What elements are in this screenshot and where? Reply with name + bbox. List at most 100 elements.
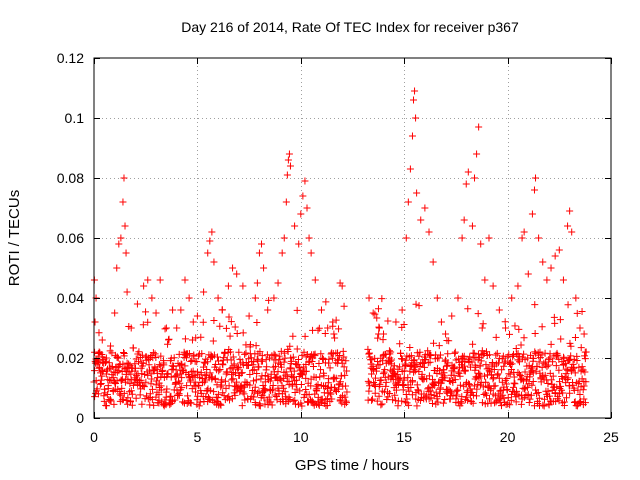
data-point (491, 382, 499, 390)
data-point (271, 391, 279, 399)
data-point (194, 381, 202, 389)
data-point (108, 349, 116, 357)
data-point (455, 369, 463, 377)
data-point (365, 350, 373, 358)
data-point (164, 370, 172, 378)
data-point (319, 354, 327, 362)
data-point (169, 362, 177, 370)
data-point (378, 400, 386, 408)
data-point (406, 165, 414, 173)
data-point (301, 332, 309, 340)
data-point (125, 360, 133, 368)
data-point (229, 375, 237, 383)
data-point (503, 374, 511, 382)
data-point (332, 316, 340, 324)
data-point (513, 387, 521, 395)
data-point (162, 324, 170, 332)
data-point (437, 318, 445, 326)
data-point (176, 370, 184, 378)
data-point (566, 389, 574, 397)
data-point (473, 150, 481, 158)
data-point (544, 379, 552, 387)
data-point (485, 234, 493, 242)
data-point (580, 382, 588, 390)
data-point (312, 374, 320, 382)
data-point (193, 358, 201, 366)
data-point (340, 302, 348, 310)
data-point (102, 357, 110, 365)
data-point (204, 358, 212, 366)
data-point (216, 400, 224, 408)
data-point (214, 394, 222, 402)
data-point (581, 355, 589, 363)
data-point (171, 380, 179, 388)
data-point (253, 369, 261, 377)
data-point (276, 356, 284, 364)
data-point (322, 298, 330, 306)
data-point (341, 400, 349, 408)
data-point (581, 368, 589, 376)
data-point (543, 363, 551, 371)
data-point (157, 373, 165, 381)
data-point (235, 348, 243, 356)
data-point (157, 386, 165, 394)
data-point (283, 171, 291, 179)
data-point (486, 368, 494, 376)
data-point (481, 276, 489, 284)
data-point (293, 306, 301, 314)
data-point (492, 351, 500, 359)
data-point (224, 282, 232, 290)
data-point (374, 305, 382, 313)
data-points (90, 87, 590, 410)
data-point (559, 276, 567, 284)
data-point (185, 349, 193, 357)
data-point (510, 379, 518, 387)
data-point (433, 294, 441, 302)
data-point (109, 374, 117, 382)
data-point (245, 312, 253, 320)
data-point (95, 329, 103, 337)
data-point (444, 359, 452, 367)
data-point (502, 324, 510, 332)
data-point (409, 377, 417, 385)
data-point (399, 386, 407, 394)
data-point (125, 323, 133, 331)
data-point (570, 364, 578, 372)
data-point (231, 391, 239, 399)
data-point (555, 366, 563, 374)
data-point (246, 341, 254, 349)
data-point (556, 316, 564, 324)
data-point (221, 349, 229, 357)
data-point (571, 369, 579, 377)
data-point (307, 249, 315, 257)
data-point (375, 323, 383, 331)
data-point (149, 349, 157, 357)
data-point (94, 349, 102, 357)
data-point (373, 397, 381, 405)
data-point (538, 351, 546, 359)
data-point (214, 353, 222, 361)
data-point (100, 397, 108, 405)
data-point (248, 366, 256, 374)
data-point (148, 294, 156, 302)
data-point (119, 396, 127, 404)
data-point (538, 363, 546, 371)
data-point (185, 294, 193, 302)
data-point (212, 361, 220, 369)
data-point (164, 340, 172, 348)
data-point (507, 360, 515, 368)
data-point (497, 402, 505, 410)
data-point (96, 380, 104, 388)
data-point (219, 389, 227, 397)
data-point (490, 374, 498, 382)
data-point (412, 300, 420, 308)
data-point (322, 396, 330, 404)
x-tick-labels: 0 5 10 15 20 25 (90, 429, 619, 445)
y-tick-label: 0 (76, 410, 84, 426)
data-point (527, 391, 535, 399)
data-point (379, 370, 387, 378)
data-point (424, 347, 432, 355)
data-point (430, 339, 438, 347)
data-point (483, 391, 491, 399)
data-point (482, 348, 490, 356)
